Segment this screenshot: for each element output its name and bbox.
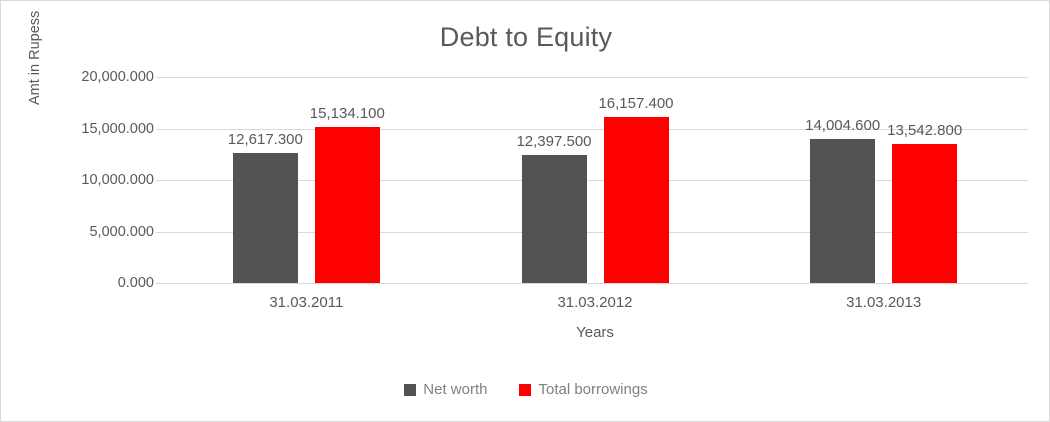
y-axis-tick-label: 15,000.000 <box>81 120 154 137</box>
y-axis-title-text: Amt in Rupess <box>27 10 43 105</box>
bar-total-borrowings[interactable] <box>314 127 380 283</box>
y-axis-title: Amt in Rupess <box>24 10 46 105</box>
x-axis-category-label: 31.03.2012 <box>557 294 633 311</box>
y-axis-tick-label: 0.000 <box>117 275 154 291</box>
y-axis-tick-label: 5,000.000 <box>89 223 154 240</box>
bar-value-label: 12,397.500 <box>516 133 592 151</box>
bar-total-borrowings[interactable] <box>603 116 669 283</box>
legend-label: Net worth <box>423 381 488 398</box>
bar-value-label: 14,004.600 <box>805 116 881 134</box>
x-axis-category-label: 31.03.2013 <box>846 294 922 311</box>
legend-swatch-icon <box>519 384 532 396</box>
legend-swatch-icon <box>404 384 417 396</box>
bar-value-label: 12,617.300 <box>227 131 303 149</box>
y-axis-tick-label: 10,000.000 <box>81 172 154 188</box>
y-axis-tick-mark <box>156 128 162 130</box>
chart-title: Debt to Equity <box>439 22 613 52</box>
y-axis-tick-mark <box>156 231 162 233</box>
gridline <box>162 128 1028 130</box>
bar-net-worth[interactable] <box>232 153 298 283</box>
y-axis-tick-label: 20,000.000 <box>81 69 154 85</box>
bar-value-label: 15,134.100 <box>309 105 385 123</box>
plot-area: 12,617.300 15,134.100 12,397.500 16,157.400… <box>162 77 1028 284</box>
gridline <box>162 180 1028 181</box>
bar-value-label: 13,542.800 <box>887 121 963 139</box>
y-axis-tick-mark <box>156 180 162 181</box>
bar-value-label: 16,157.400 <box>598 94 674 112</box>
y-axis-tick-mark <box>156 283 162 284</box>
y-axis-tick-mark <box>156 77 162 78</box>
legend-entry[interactable]: Net worth <box>404 381 487 399</box>
legend-label: Total borrowings <box>538 381 648 398</box>
x-axis-category-label: 31.03.2011 <box>269 294 344 311</box>
gridline <box>162 283 1028 284</box>
gridline <box>162 231 1028 233</box>
gridline <box>162 77 1028 78</box>
bar-net-worth[interactable] <box>521 155 587 283</box>
x-axis-title: Years <box>576 324 614 341</box>
chart-legend: Net worth Total borrowings <box>1 381 1049 399</box>
bar-net-worth[interactable] <box>810 138 876 283</box>
legend-entry[interactable]: Total borrowings <box>519 381 648 399</box>
bar-total-borrowings[interactable] <box>892 143 958 283</box>
